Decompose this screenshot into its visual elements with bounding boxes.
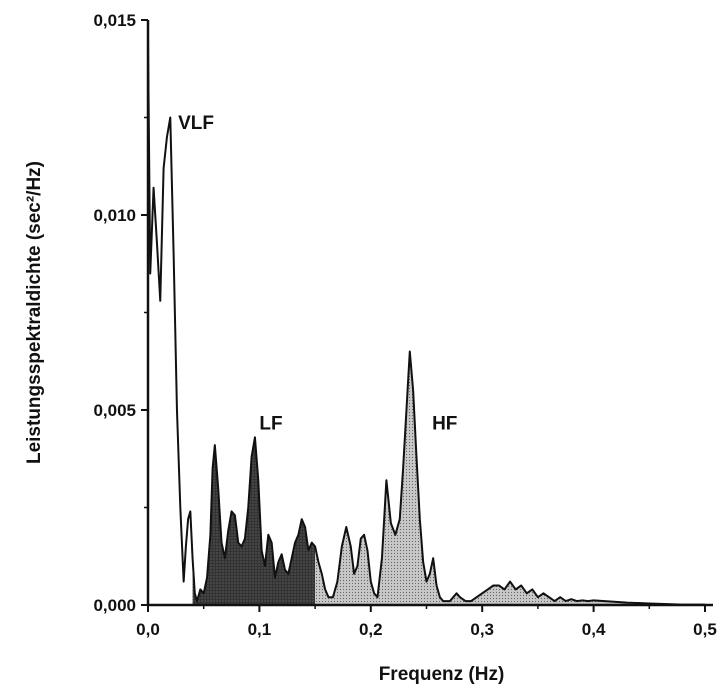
band-label-vlf: VLF [178, 113, 214, 134]
x-tick-label: 0,5 [693, 620, 717, 639]
y-tick-label: 0,010 [93, 206, 136, 225]
y-tick-label: 0,015 [93, 11, 136, 30]
spectrum-line [147, 39, 705, 606]
x-tick-label: 0,3 [470, 620, 494, 639]
y-tick-label: 0,005 [93, 401, 136, 420]
x-tick-label: 0,4 [582, 620, 606, 639]
labels-layer: Frequenz (Hz) Leistungsspektraldichte (se… [24, 113, 504, 685]
x-tick-label: 0,0 [136, 620, 160, 639]
axes: 0,0 0,1 0,2 0,3 0,4 0,5 0,000 0,005 0,010 0,015 [93, 11, 716, 639]
band-label-hf: HF [432, 414, 457, 435]
band-label-lf: LF [259, 414, 282, 435]
band-area-lf [192, 437, 316, 605]
y-tick-label: 0,000 [93, 596, 136, 615]
y-axis-title: Leistungsspektraldichte (sec²/Hz) [24, 161, 45, 464]
x-tick-label: 0,2 [359, 620, 383, 639]
area-layer [147, 39, 705, 606]
band-area-hf [315, 351, 705, 605]
x-axis-title: Frequenz (Hz) [379, 664, 505, 685]
x-tick-label: 0,1 [248, 620, 272, 639]
